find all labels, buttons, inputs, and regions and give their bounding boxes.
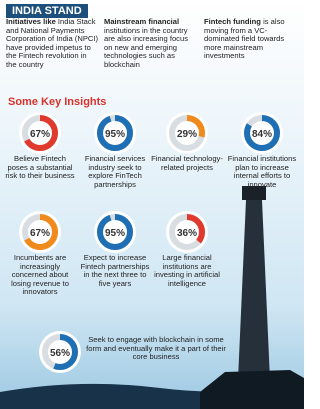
column-text: Initiatives like India Stack and Nationa… <box>6 18 98 70</box>
title: INDIA STAND <box>6 4 88 18</box>
insight-text: Financial institutions plan to increase … <box>226 155 298 189</box>
donut-label: 84% <box>252 129 272 140</box>
insight-text: Large financial institutions are investi… <box>151 254 223 288</box>
donut-label: 95% <box>105 228 125 239</box>
column-body: India Stack and National Payments Corpor… <box>6 17 98 69</box>
insight-text: Incumbents are increasingly concerned ab… <box>4 254 76 297</box>
infographic: 67% 95% 29% 84% 67% 95% 36% 56% INDIA STAND Som… <box>0 0 304 409</box>
insight-text: Financial technology-related projects <box>151 155 223 172</box>
insight-text: Expect to increase Fintech partnerships … <box>79 254 151 288</box>
donut-label: 67% <box>30 228 50 239</box>
donut-label: 29% <box>177 129 197 140</box>
insights-title: Some Key Insights <box>8 96 106 108</box>
donut-label: 56% <box>50 348 70 359</box>
insight-text: Seek to engage with blockchain in some f… <box>86 336 226 362</box>
column-text: Fintech funding is also moving from a VC… <box>204 18 298 61</box>
insight-text: Believe Fintech poses a substantial risk… <box>4 155 76 181</box>
lighthouse <box>238 200 270 380</box>
donut-label: 67% <box>30 129 50 140</box>
donut-label: 36% <box>177 228 197 239</box>
insight-text: Financial services industry seek to expl… <box>79 155 151 189</box>
column-text: Mainstream financial institutions in the… <box>104 18 198 70</box>
rocks <box>200 370 304 409</box>
donut-label: 95% <box>105 129 125 140</box>
column-body: institutions in the country are also inc… <box>104 26 188 69</box>
